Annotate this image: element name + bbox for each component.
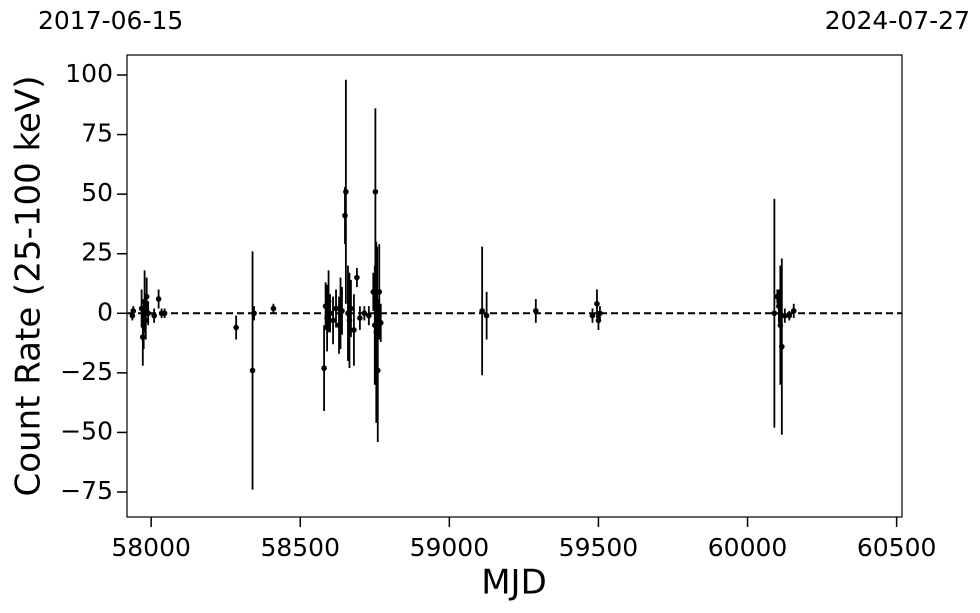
x-tick-label: 59500 (559, 533, 639, 562)
data-point (779, 343, 785, 350)
data-point (233, 324, 239, 331)
data-point (366, 312, 372, 319)
data-point (321, 365, 327, 371)
y-tick-label: −75 (60, 476, 113, 505)
data-point (155, 296, 162, 302)
data-point (327, 310, 333, 317)
data-point (325, 298, 332, 305)
data-point (140, 322, 147, 328)
data-point (336, 322, 342, 328)
data-point (138, 305, 145, 312)
data-point (370, 289, 377, 295)
data-point (786, 312, 793, 319)
x-tick-label: 60500 (857, 533, 937, 562)
data-point (597, 310, 603, 317)
data-point (483, 312, 490, 319)
y-tick-label: −50 (60, 416, 113, 445)
y-tick-label: 75 (81, 119, 113, 148)
y-tick-label: 25 (81, 238, 113, 267)
data-point (374, 367, 381, 374)
x-tick-label: 60000 (708, 533, 788, 562)
y-tick-label: 50 (81, 178, 113, 207)
y-axis-label: Count Rate (25-100 keV) (9, 76, 49, 497)
data-point (595, 317, 602, 324)
data-point (776, 303, 782, 309)
data-point (346, 317, 353, 324)
data-point (348, 305, 354, 312)
x-tick-label: 59000 (410, 533, 490, 562)
data-point (373, 329, 380, 336)
y-tick-label: 100 (65, 59, 113, 88)
data-point (774, 293, 781, 300)
data-point (322, 303, 329, 309)
data-point (343, 188, 349, 195)
data-point (249, 367, 256, 374)
data-point (777, 322, 784, 328)
data-point (142, 317, 149, 324)
data-point (377, 320, 384, 326)
data-point (533, 308, 539, 314)
data-point (342, 212, 348, 219)
data-point (790, 308, 797, 314)
data-point (251, 310, 257, 317)
x-axis-label: MJD (481, 563, 547, 603)
data-point (354, 274, 360, 281)
data-point (145, 310, 151, 317)
y-tick-label: 0 (97, 297, 113, 326)
data-point (330, 317, 336, 324)
start-date: 2017-06-15 (38, 6, 183, 35)
x-tick-label: 58500 (260, 533, 340, 562)
end-date: 2024-07-27 (825, 6, 970, 35)
data-point (479, 308, 485, 314)
data-point (143, 293, 150, 300)
data-point (339, 308, 345, 314)
data-point (376, 289, 383, 295)
data-point (161, 310, 168, 317)
data-point (141, 298, 148, 305)
data-point (151, 312, 157, 319)
data-point (594, 300, 600, 307)
data-point (345, 310, 351, 317)
data-point (351, 327, 357, 333)
data-point (333, 305, 339, 312)
data-point (371, 322, 378, 328)
data-point (372, 188, 379, 195)
data-point (324, 315, 330, 321)
data-point (374, 310, 380, 317)
y-tick-label: −25 (60, 357, 113, 386)
data-point (357, 315, 363, 321)
data-point (270, 305, 277, 312)
x-tick-label: 58000 (111, 533, 191, 562)
data-point (782, 312, 788, 319)
data-point (589, 312, 596, 319)
data-point (771, 310, 778, 317)
data-point (361, 310, 368, 317)
data-point (130, 308, 137, 314)
data-point (129, 312, 136, 319)
plot-frame (126, 54, 903, 518)
data-point (140, 334, 146, 340)
